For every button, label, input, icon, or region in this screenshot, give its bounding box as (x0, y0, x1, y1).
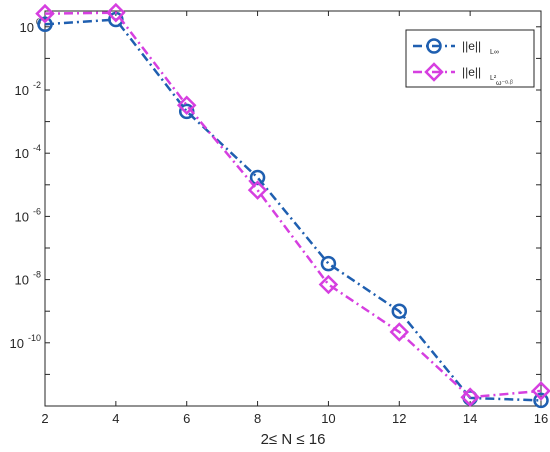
data-point-circle (391, 303, 408, 319)
x-tick-label: 2 (41, 411, 48, 426)
series-line-0 (44, 18, 542, 402)
legend-label-sub-1: L² (490, 75, 497, 82)
data-point-diamond (318, 274, 339, 295)
legend: ||e|| L∞ ||e|| L²ω⁻ᵅ·ᵝ (405, 29, 535, 88)
y-tick-exponent: -2 (33, 80, 41, 90)
data-point-diamond (106, 2, 126, 23)
data-point-diamond (247, 180, 268, 200)
x-tick-label: 8 (254, 411, 261, 426)
data-point-diamond (531, 381, 550, 401)
legend-label-sub-0: L∞ (490, 49, 499, 56)
data-point-diamond (389, 322, 410, 342)
x-tick-label: 10 (321, 411, 335, 426)
legend-label-sub2-1: ω⁻ᵅ·ᵝ (496, 80, 513, 87)
legend-marker-diamond (424, 62, 444, 82)
x-tick-label: 16 (534, 411, 548, 426)
series-line-1 (44, 11, 542, 399)
data-point-circle (249, 169, 266, 186)
data-point-diamond (460, 387, 480, 407)
legend-marker-circle (426, 38, 442, 54)
data-point-circle (533, 392, 549, 409)
x-tick-label: 4 (112, 411, 119, 426)
y-tick-label: 10 (15, 146, 29, 161)
data-point-circle (320, 255, 337, 272)
x-axis-label: 2≤ N ≤ 16 (261, 431, 326, 448)
x-tick-label: 6 (183, 411, 190, 426)
y-tick-label: 10 (15, 83, 29, 98)
series-layer (35, 2, 550, 409)
y-tick-label: 10 (15, 209, 29, 224)
x-axis: 2 4 6 8 10 12 14 16 (41, 11, 548, 426)
x-tick-label: 14 (463, 411, 477, 426)
y-tick-exponent: -8 (33, 270, 41, 280)
legend-label-1: ||e|| (462, 65, 481, 79)
legend-box (405, 29, 535, 88)
y-tick-label: 10 (10, 336, 24, 351)
y-tick-exponent: -6 (33, 206, 41, 216)
data-point-circle (37, 16, 53, 33)
data-point-diamond (35, 3, 55, 24)
y-tick-label: 10 (15, 273, 29, 288)
y-tick-exponent: -10 (28, 333, 41, 343)
x-tick-label: 12 (392, 411, 406, 426)
data-point-diamond (176, 95, 197, 115)
legend-label-0: ||e|| (462, 39, 481, 53)
y-tick-exponent: -4 (33, 143, 41, 153)
y-tick-label: 10 (20, 20, 34, 35)
